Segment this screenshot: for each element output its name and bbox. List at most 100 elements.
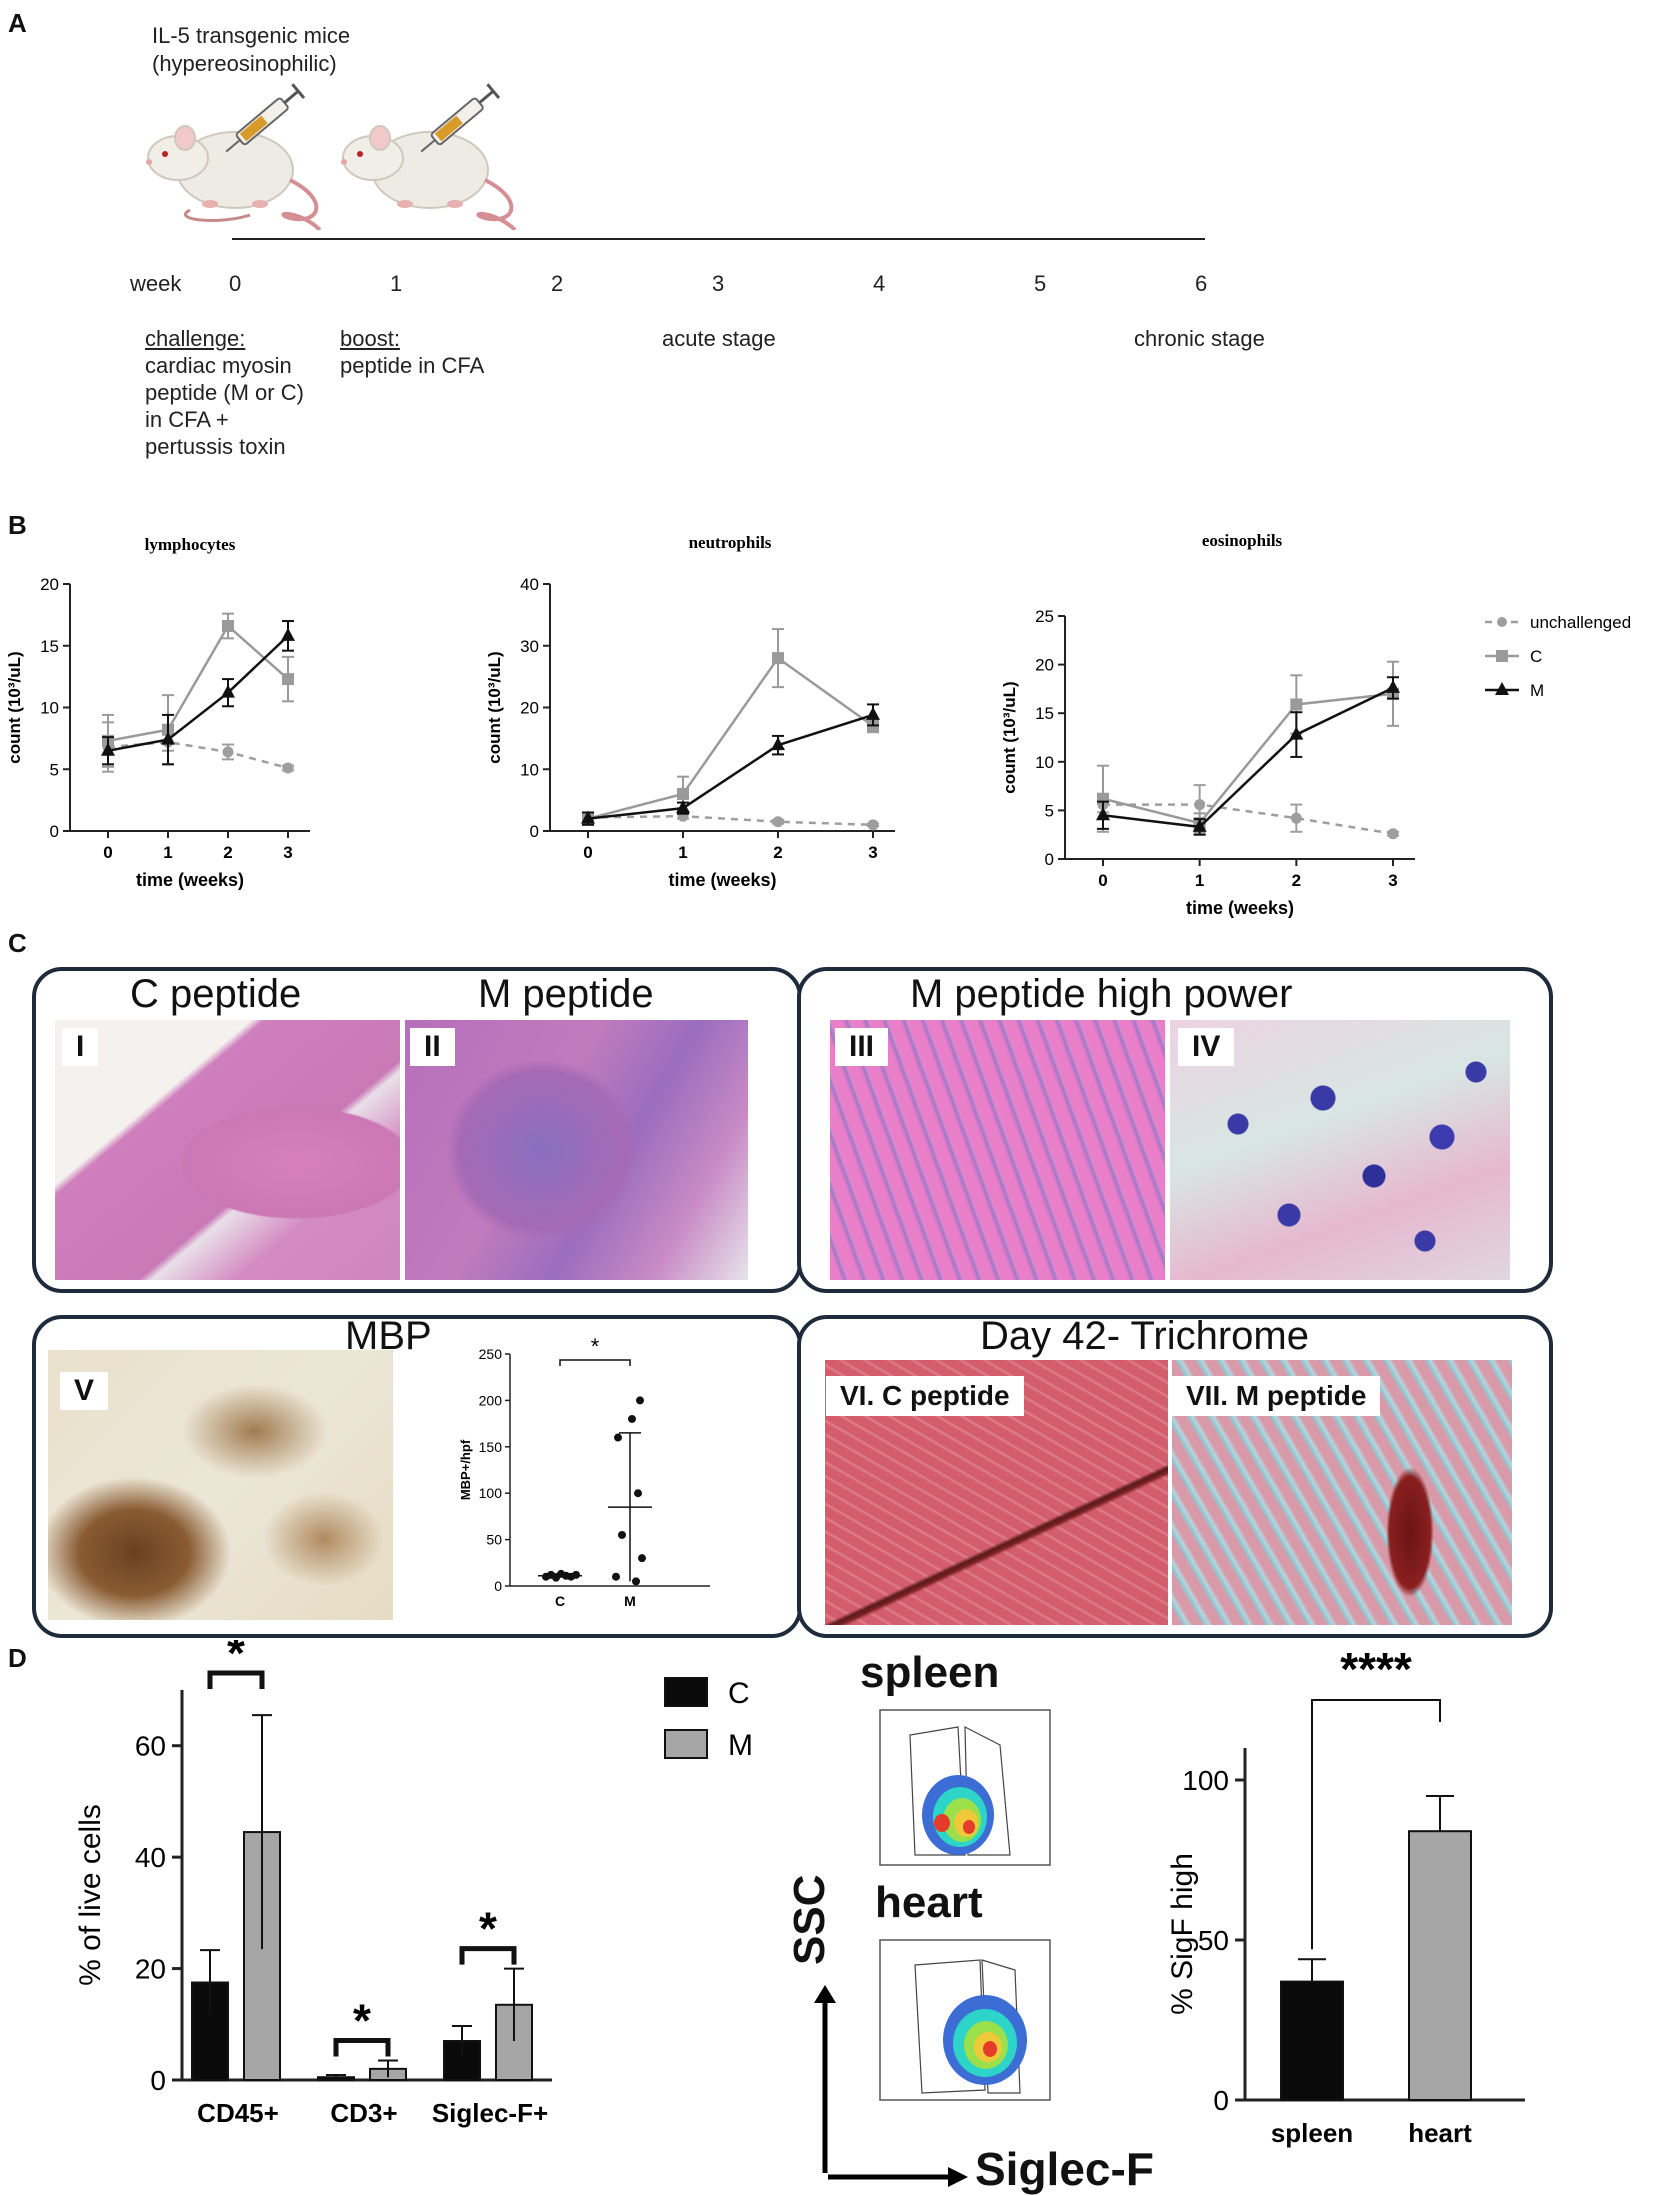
data-point xyxy=(676,800,690,814)
y-axis-label: count (10³/uL) xyxy=(485,651,504,763)
timeline-axis xyxy=(232,238,1205,240)
legend-marker xyxy=(1496,650,1508,662)
legend-swatch xyxy=(664,1677,708,1707)
challenge-line-2: peptide (M or C) xyxy=(145,380,304,405)
y-tick-label: 10 xyxy=(1035,753,1054,772)
boost-text: peptide in CFA xyxy=(340,353,485,378)
data-point xyxy=(772,652,784,665)
x-tick-label: 1 xyxy=(163,843,172,862)
legend-label: unchallenged xyxy=(1530,613,1631,632)
challenge-line-1: cardiac myosin xyxy=(145,353,292,378)
heart-label: heart xyxy=(875,1878,983,1927)
data-point xyxy=(772,816,784,828)
x-tick-label: Siglec-F+ xyxy=(432,2098,548,2128)
panel-label-a: A xyxy=(8,8,27,38)
significance-label: * xyxy=(591,1334,600,1359)
x-tick-label: 0 xyxy=(103,843,112,862)
data-point xyxy=(866,706,880,720)
y-tick-label: 10 xyxy=(40,699,59,718)
bar xyxy=(1280,1980,1344,2102)
arrow-up-icon xyxy=(814,1985,836,2173)
data-point xyxy=(1387,828,1399,840)
data-point xyxy=(1194,799,1206,811)
m-peptide-high-power-title: M peptide high power xyxy=(910,972,1293,1016)
y-tick-label: 20 xyxy=(1035,656,1054,675)
data-point xyxy=(161,731,175,745)
panel-a-subtitle: (hypereosinophilic) xyxy=(152,51,337,76)
data-point xyxy=(1386,679,1400,693)
y-axis-label: % of live cells xyxy=(74,1804,107,1986)
y-tick-label: 100 xyxy=(479,1485,503,1501)
bar-chart-live-cells: 0 20 40 60 % of live cells CD45+ * CD3+ * Siglec-… xyxy=(74,1640,753,2128)
y-tick-label: 20 xyxy=(520,699,539,718)
bar-chart-sigf-high: 0 50 100 % SigF high spleen heart **** xyxy=(1166,1643,1525,2148)
label-I: I xyxy=(62,1028,99,1066)
x-axis-label: time (weeks) xyxy=(668,870,776,890)
acute-stage-label: acute stage xyxy=(662,326,776,351)
x-tick-label: 1 xyxy=(1195,871,1204,890)
label-III: III xyxy=(835,1028,889,1066)
data-point xyxy=(1289,726,1304,740)
data-point xyxy=(221,684,235,698)
spleen-label: spleen xyxy=(860,1648,1000,1697)
y-tick-label: 50 xyxy=(1198,1925,1229,1956)
y-tick-label: 60 xyxy=(135,1731,166,1762)
legend-marker xyxy=(1495,682,1509,695)
legend-swatch xyxy=(664,1729,708,1759)
label-IV: IV xyxy=(1178,1028,1235,1066)
y-axis-label: count (10³/uL) xyxy=(5,651,24,763)
y-tick-label: 20 xyxy=(40,575,59,594)
significance-bracket xyxy=(459,1946,517,1965)
week-tick-3: 3 xyxy=(712,271,725,296)
y-tick-label: 40 xyxy=(520,575,539,594)
y-tick-label: 20 xyxy=(135,1954,166,1985)
series-line-M xyxy=(1102,686,1394,829)
data-point xyxy=(638,1554,646,1563)
y-tick-label: 100 xyxy=(1182,1765,1229,1796)
data-point xyxy=(282,673,294,686)
chart-title: neutrophils xyxy=(689,533,772,552)
x-tick-label: 2 xyxy=(773,843,782,862)
series-line-C xyxy=(1102,692,1394,825)
data-point xyxy=(1192,818,1207,832)
line-chart-neutrophils: neutrophils 0 10 20 30 40 0 1 2 3 time (weeks) coun… xyxy=(485,533,895,890)
label-V: V xyxy=(60,1372,109,1410)
histology-image-II xyxy=(405,1020,748,1280)
label-VI: VI. C peptide xyxy=(826,1376,1024,1416)
significance-bracket xyxy=(333,2038,391,2057)
y-tick-label: 0 xyxy=(530,822,539,841)
series-line-C xyxy=(587,656,874,820)
y-tick-label: 50 xyxy=(486,1532,502,1548)
panel-label-c: C xyxy=(8,928,27,958)
y-tick-label: 40 xyxy=(135,1842,166,1873)
y-tick-label: 5 xyxy=(50,760,59,779)
y-tick-label: 0 xyxy=(150,2065,166,2096)
legend-marker xyxy=(1497,617,1507,627)
data-point xyxy=(581,810,595,824)
week-tick-0: 0 xyxy=(229,271,242,296)
panel-a-title: IL-5 transgenic mice xyxy=(152,23,351,48)
significance-bracket xyxy=(559,1359,631,1366)
legend-label: M xyxy=(728,1729,753,1762)
data-point xyxy=(281,627,295,641)
x-axis-label: time (weeks) xyxy=(136,870,244,890)
data-point xyxy=(222,619,234,632)
x-tick-label: 3 xyxy=(283,843,292,862)
significance-label: * xyxy=(479,1903,497,1955)
y-tick-label: 10 xyxy=(520,760,539,779)
data-point xyxy=(628,1414,636,1423)
y-tick-label: 15 xyxy=(40,637,59,656)
y-tick-label: 200 xyxy=(479,1392,503,1408)
data-point xyxy=(101,742,115,756)
x-tick-label: M xyxy=(624,1593,636,1609)
data-point xyxy=(1290,698,1303,711)
series-line-unchallenged xyxy=(1103,803,1394,835)
x-tick-label: CD3+ xyxy=(330,2098,397,2128)
scatter-chart-mbp: 0 50 100 150 200 250 MBP+/hpf C M * xyxy=(458,1334,710,1609)
trichrome-title: Day 42- Trichrome xyxy=(980,1314,1309,1358)
m-peptide-title: M peptide xyxy=(478,972,654,1016)
y-tick-label: 30 xyxy=(520,637,539,656)
y-tick-label: 0 xyxy=(1213,2085,1229,2116)
y-tick-label: 0 xyxy=(50,822,59,841)
series-line-M xyxy=(587,713,874,820)
